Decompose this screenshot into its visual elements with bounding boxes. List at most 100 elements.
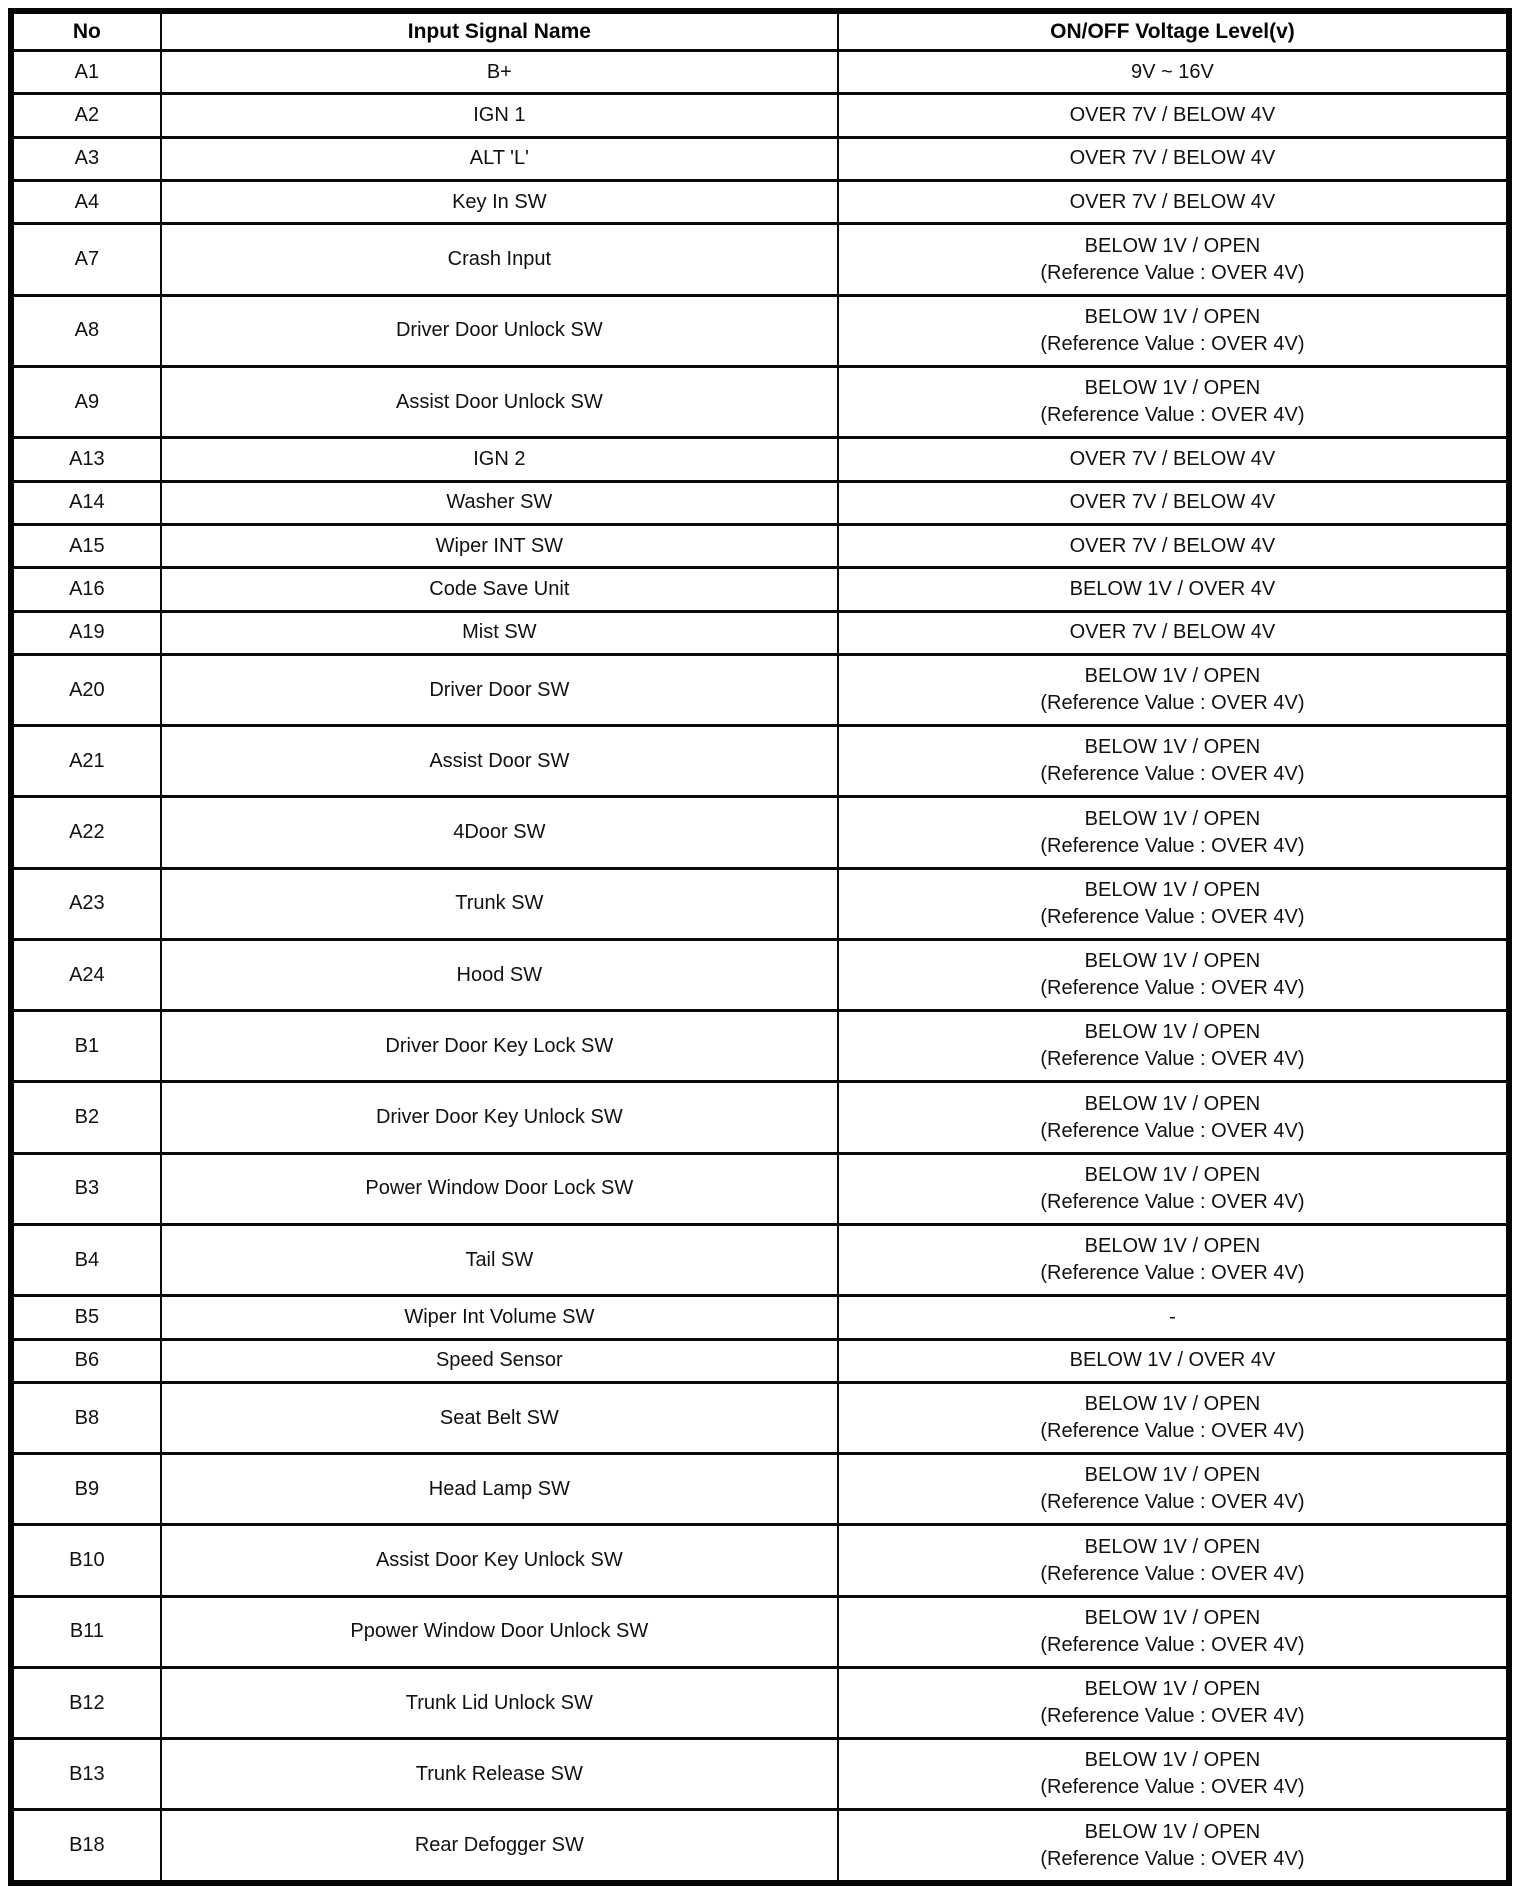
cell-signal-name: Wiper INT SW xyxy=(159,522,839,570)
voltage-line: (Reference Value : OVER 4V) xyxy=(1040,261,1305,284)
cell-pin-no: B5 xyxy=(10,1294,162,1341)
cell-signal-name: Assist Door Key Unlock SW xyxy=(159,1523,839,1598)
cell-voltage-level: BELOW 1V / OPEN (Reference Value : OVER 4… xyxy=(836,724,1511,799)
table-row: B18 Rear Defogger SW BELOW 1V / OPEN (Ref… xyxy=(10,1808,1511,1885)
voltage-line: (Reference Value : OVER 4V) xyxy=(1040,404,1305,427)
voltage-line: (Reference Value : OVER 4V) xyxy=(1040,1633,1305,1656)
cell-pin-no: A9 xyxy=(10,364,162,440)
cell-voltage-level: BELOW 1V / OPEN (Reference Value : OVER 4… xyxy=(836,1737,1511,1812)
cell-pin-no: B18 xyxy=(10,1808,162,1885)
voltage-line: BELOW 1V / OPEN xyxy=(1084,1464,1261,1487)
cell-voltage-level: BELOW 1V / OPEN (Reference Value : OVER 4… xyxy=(836,1452,1511,1527)
table-row: B11 Ppower Window Door Unlock SW BELOW 1… xyxy=(10,1594,1511,1669)
table-row: A23 Trunk SW BELOW 1V / OPEN (Reference V… xyxy=(10,866,1511,941)
voltage-line: BELOW 1V / OPEN xyxy=(1084,1678,1261,1701)
voltage-line: (Reference Value : OVER 4V) xyxy=(1040,1048,1305,1071)
table-row: A22 4Door SW BELOW 1V / OPEN (Reference V… xyxy=(10,795,1511,870)
cell-signal-name: Ppower Window Door Unlock SW xyxy=(159,1594,839,1669)
cell-pin-no: B2 xyxy=(10,1080,162,1155)
table-row: A24 Hood SW BELOW 1V / OPEN (Reference Va… xyxy=(10,937,1511,1013)
cell-pin-no: A7 xyxy=(10,222,162,297)
voltage-line: BELOW 1V / OVER 4V xyxy=(1069,1349,1276,1372)
table-row: A9 Assist Door Unlock SW BELOW 1V / OPEN… xyxy=(10,364,1511,440)
voltage-line: BELOW 1V / OPEN xyxy=(1084,234,1261,257)
voltage-line: BELOW 1V / OVER 4V xyxy=(1069,577,1276,600)
cell-voltage-level: BELOW 1V / OPEN (Reference Value : OVER 4… xyxy=(836,937,1511,1013)
cell-pin-no: A20 xyxy=(10,652,162,728)
voltage-line: (Reference Value : OVER 4V) xyxy=(1040,834,1305,857)
cell-pin-no: B13 xyxy=(10,1737,162,1812)
cell-voltage-level: OVER 7V / BELOW 4V xyxy=(836,609,1511,656)
voltage-line: BELOW 1V / OPEN xyxy=(1084,1393,1261,1416)
voltage-line: BELOW 1V / OPEN xyxy=(1084,1163,1261,1186)
cell-voltage-level: BELOW 1V / OPEN (Reference Value : OVER 4… xyxy=(836,1523,1511,1598)
voltage-line: (Reference Value : OVER 4V) xyxy=(1040,1491,1305,1514)
voltage-line: BELOW 1V / OPEN xyxy=(1084,1092,1261,1115)
voltage-line: OVER 7V / BELOW 4V xyxy=(1069,534,1276,557)
table-row: B10 Assist Door Key Unlock SW BELOW 1V /… xyxy=(10,1523,1511,1598)
cell-signal-name: Driver Door Key Lock SW xyxy=(159,1009,839,1084)
voltage-line: BELOW 1V / OPEN xyxy=(1084,305,1261,328)
voltage-line: (Reference Value : OVER 4V) xyxy=(1040,1705,1305,1728)
cell-voltage-level: 9V ~ 16V xyxy=(836,48,1511,96)
header-no: No xyxy=(10,9,162,52)
table-row: B2 Driver Door Key Unlock SW BELOW 1V / … xyxy=(10,1080,1511,1155)
voltage-line: OVER 7V / BELOW 4V xyxy=(1069,147,1276,170)
cell-pin-no: A22 xyxy=(10,795,162,870)
cell-voltage-level: OVER 7V / BELOW 4V xyxy=(836,179,1511,226)
cell-signal-name: IGN 2 xyxy=(159,436,839,483)
table-row: A21 Assist Door SW BELOW 1V / OPEN (Refer… xyxy=(10,724,1511,799)
table-row: B4 Tail SW BELOW 1V / OPEN (Reference Val… xyxy=(10,1222,1511,1298)
table-row: B3 Power Window Door Lock SW BELOW 1V / … xyxy=(10,1151,1511,1226)
voltage-line: OVER 7V / BELOW 4V xyxy=(1069,491,1276,514)
cell-pin-no: B8 xyxy=(10,1380,162,1456)
table-row: B13 Trunk Release SW BELOW 1V / OPEN (Ref… xyxy=(10,1737,1511,1812)
cell-voltage-level: BELOW 1V / OPEN (Reference Value : OVER 4… xyxy=(836,795,1511,870)
cell-signal-name: Assist Door SW xyxy=(159,724,839,799)
cell-pin-no: B9 xyxy=(10,1452,162,1527)
voltage-line: BELOW 1V / OPEN xyxy=(1084,1606,1261,1629)
cell-signal-name: Trunk Lid Unlock SW xyxy=(159,1665,839,1741)
cell-pin-no: B10 xyxy=(10,1523,162,1598)
table-row: A4 Key In SW OVER 7V / BELOW 4V xyxy=(10,179,1511,226)
cell-voltage-level: BELOW 1V / OPEN (Reference Value : OVER 4… xyxy=(836,652,1511,728)
cell-voltage-level: BELOW 1V / OPEN (Reference Value : OVER 4… xyxy=(836,1380,1511,1456)
cell-voltage-level: BELOW 1V / OPEN (Reference Value : OVER 4… xyxy=(836,293,1511,368)
table-row: A15 Wiper INT SW OVER 7V / BELOW 4V xyxy=(10,522,1511,570)
voltage-line: OVER 7V / BELOW 4V xyxy=(1069,104,1276,127)
header-row: No Input Signal Name ON/OFF Voltage Leve… xyxy=(10,9,1511,52)
cell-pin-no: B11 xyxy=(10,1594,162,1669)
cell-voltage-level: BELOW 1V / OPEN (Reference Value : OVER 4… xyxy=(836,866,1511,941)
cell-voltage-level: OVER 7V / BELOW 4V xyxy=(836,479,1511,526)
cell-voltage-level: BELOW 1V / OVER 4V xyxy=(836,566,1511,613)
cell-signal-name: 4Door SW xyxy=(159,795,839,870)
cell-signal-name: Tail SW xyxy=(159,1222,839,1298)
table-row: A19 Mist SW OVER 7V / BELOW 4V xyxy=(10,609,1511,656)
cell-pin-no: A16 xyxy=(10,566,162,613)
table-row: A3 ALT 'L' OVER 7V / BELOW 4V xyxy=(10,135,1511,183)
table-row: A2 IGN 1 OVER 7V / BELOW 4V xyxy=(10,92,1511,139)
cell-pin-no: A14 xyxy=(10,479,162,526)
cell-voltage-level: BELOW 1V / OPEN (Reference Value : OVER 4… xyxy=(836,1665,1511,1741)
cell-voltage-level: BELOW 1V / OPEN (Reference Value : OVER 4… xyxy=(836,1808,1511,1885)
header-input-signal-name: Input Signal Name xyxy=(159,9,839,52)
cell-voltage-level: BELOW 1V / OPEN (Reference Value : OVER 4… xyxy=(836,364,1511,440)
voltage-line: BELOW 1V / OPEN xyxy=(1084,1235,1261,1258)
table-row: B6 Speed Sensor BELOW 1V / OVER 4V xyxy=(10,1337,1511,1384)
input-signal-table: No Input Signal Name ON/OFF Voltage Leve… xyxy=(8,8,1512,1886)
voltage-line: (Reference Value : OVER 4V) xyxy=(1040,332,1305,355)
cell-voltage-level: BELOW 1V / OPEN (Reference Value : OVER 4… xyxy=(836,1009,1511,1084)
voltage-line: (Reference Value : OVER 4V) xyxy=(1040,692,1305,715)
table-row: B9 Head Lamp SW BELOW 1V / OPEN (Referenc… xyxy=(10,1452,1511,1527)
voltage-line: BELOW 1V / OPEN xyxy=(1084,950,1261,973)
cell-voltage-level: OVER 7V / BELOW 4V xyxy=(836,135,1511,183)
cell-pin-no: A13 xyxy=(10,436,162,483)
cell-signal-name: Assist Door Unlock SW xyxy=(159,364,839,440)
table-header: No Input Signal Name ON/OFF Voltage Leve… xyxy=(10,9,1511,52)
cell-signal-name: Hood SW xyxy=(159,937,839,1013)
cell-signal-name: Driver Door Unlock SW xyxy=(159,293,839,368)
table-row: B5 Wiper Int Volume SW - xyxy=(10,1294,1511,1341)
header-voltage-level: ON/OFF Voltage Level(v) xyxy=(836,9,1511,52)
cell-signal-name: Mist SW xyxy=(159,609,839,656)
